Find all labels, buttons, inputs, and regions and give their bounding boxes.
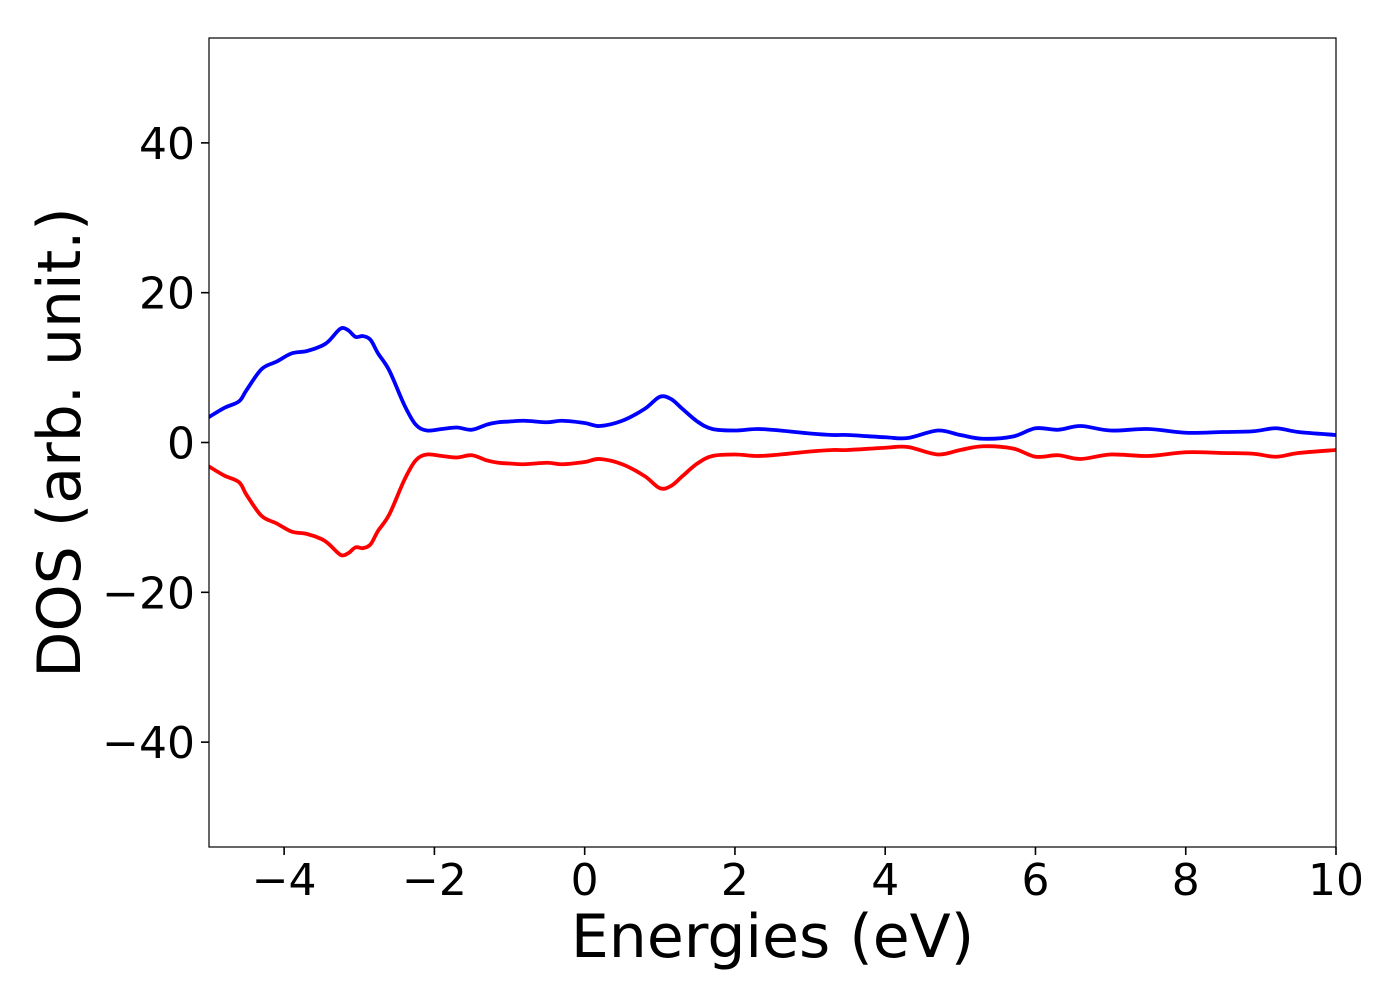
y-tick-label: −20 bbox=[102, 568, 195, 619]
x-tick-label: 8 bbox=[1172, 855, 1200, 906]
y-tick-label: 20 bbox=[139, 269, 195, 320]
x-tick-label: −4 bbox=[252, 855, 317, 906]
x-tick-label: 6 bbox=[1021, 855, 1049, 906]
dos-series-line-1 bbox=[209, 326, 1336, 441]
x-tick-label: 10 bbox=[1308, 855, 1364, 906]
x-axis-label: Energies (eV) bbox=[571, 902, 974, 972]
x-tick-label: 4 bbox=[871, 855, 899, 906]
x-axis: −4 −2 0 2 4 6 8 10 bbox=[252, 847, 1364, 906]
y-axis-label: DOS (arb. unit.) bbox=[25, 207, 95, 677]
x-tick-label: 2 bbox=[721, 855, 749, 906]
y-axis: −40 −20 0 20 40 bbox=[102, 119, 209, 769]
y-tick-label: 0 bbox=[167, 419, 195, 470]
y-tick-label: −40 bbox=[102, 718, 195, 769]
x-tick-label: −2 bbox=[402, 855, 467, 906]
plot-area bbox=[209, 326, 1336, 558]
x-tick-label: 0 bbox=[571, 855, 599, 906]
dos-series-line-2 bbox=[209, 444, 1336, 558]
y-tick-label: 40 bbox=[139, 119, 195, 170]
